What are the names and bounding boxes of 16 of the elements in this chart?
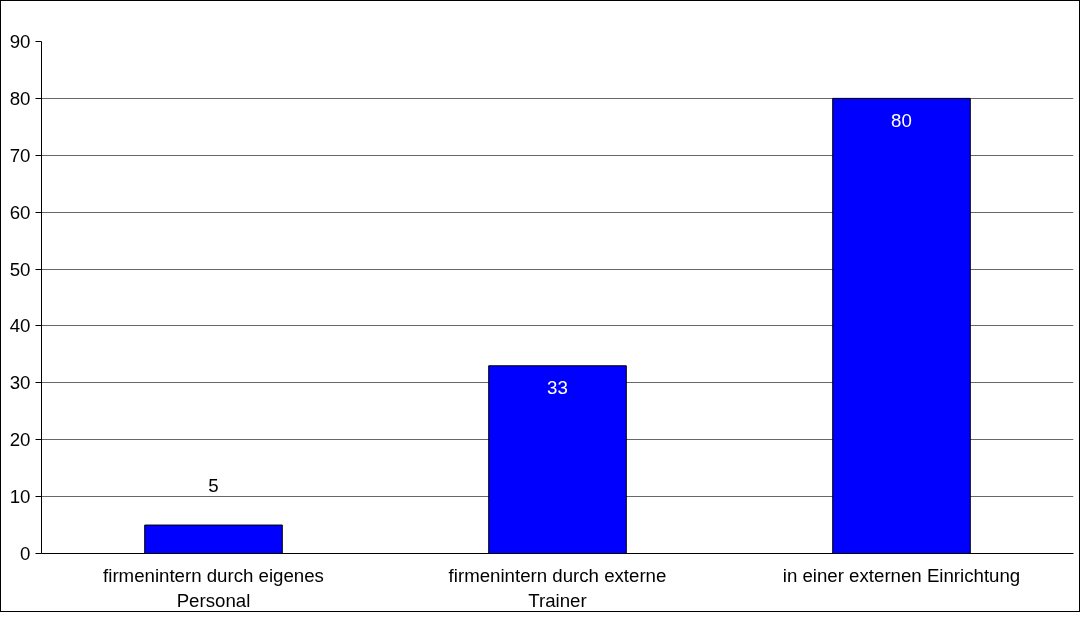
data-label: 80 xyxy=(891,109,912,131)
y-tick-label: 90 xyxy=(9,31,31,52)
y-tick-label: 40 xyxy=(9,315,31,337)
y-tick-label: 60 xyxy=(9,201,31,223)
data-label: 33 xyxy=(547,377,568,399)
y-tick-label: 20 xyxy=(9,429,31,451)
y-tick-label: 30 xyxy=(9,372,31,394)
y-tick-label: 80 xyxy=(9,87,31,109)
y-tick-label: 0 xyxy=(20,543,31,564)
x-tick-label: in einer externen Einrichtung xyxy=(782,564,1021,586)
x-tick-label: firmenintern durch externe Trainer xyxy=(448,564,667,611)
y-tick-label: 10 xyxy=(9,486,31,508)
x-tick-label: firmenintern durch eigenes Personal xyxy=(103,564,324,611)
y-tick-label: 70 xyxy=(9,144,31,166)
data-label: 5 xyxy=(208,474,219,496)
y-tick-label: 50 xyxy=(9,258,31,280)
